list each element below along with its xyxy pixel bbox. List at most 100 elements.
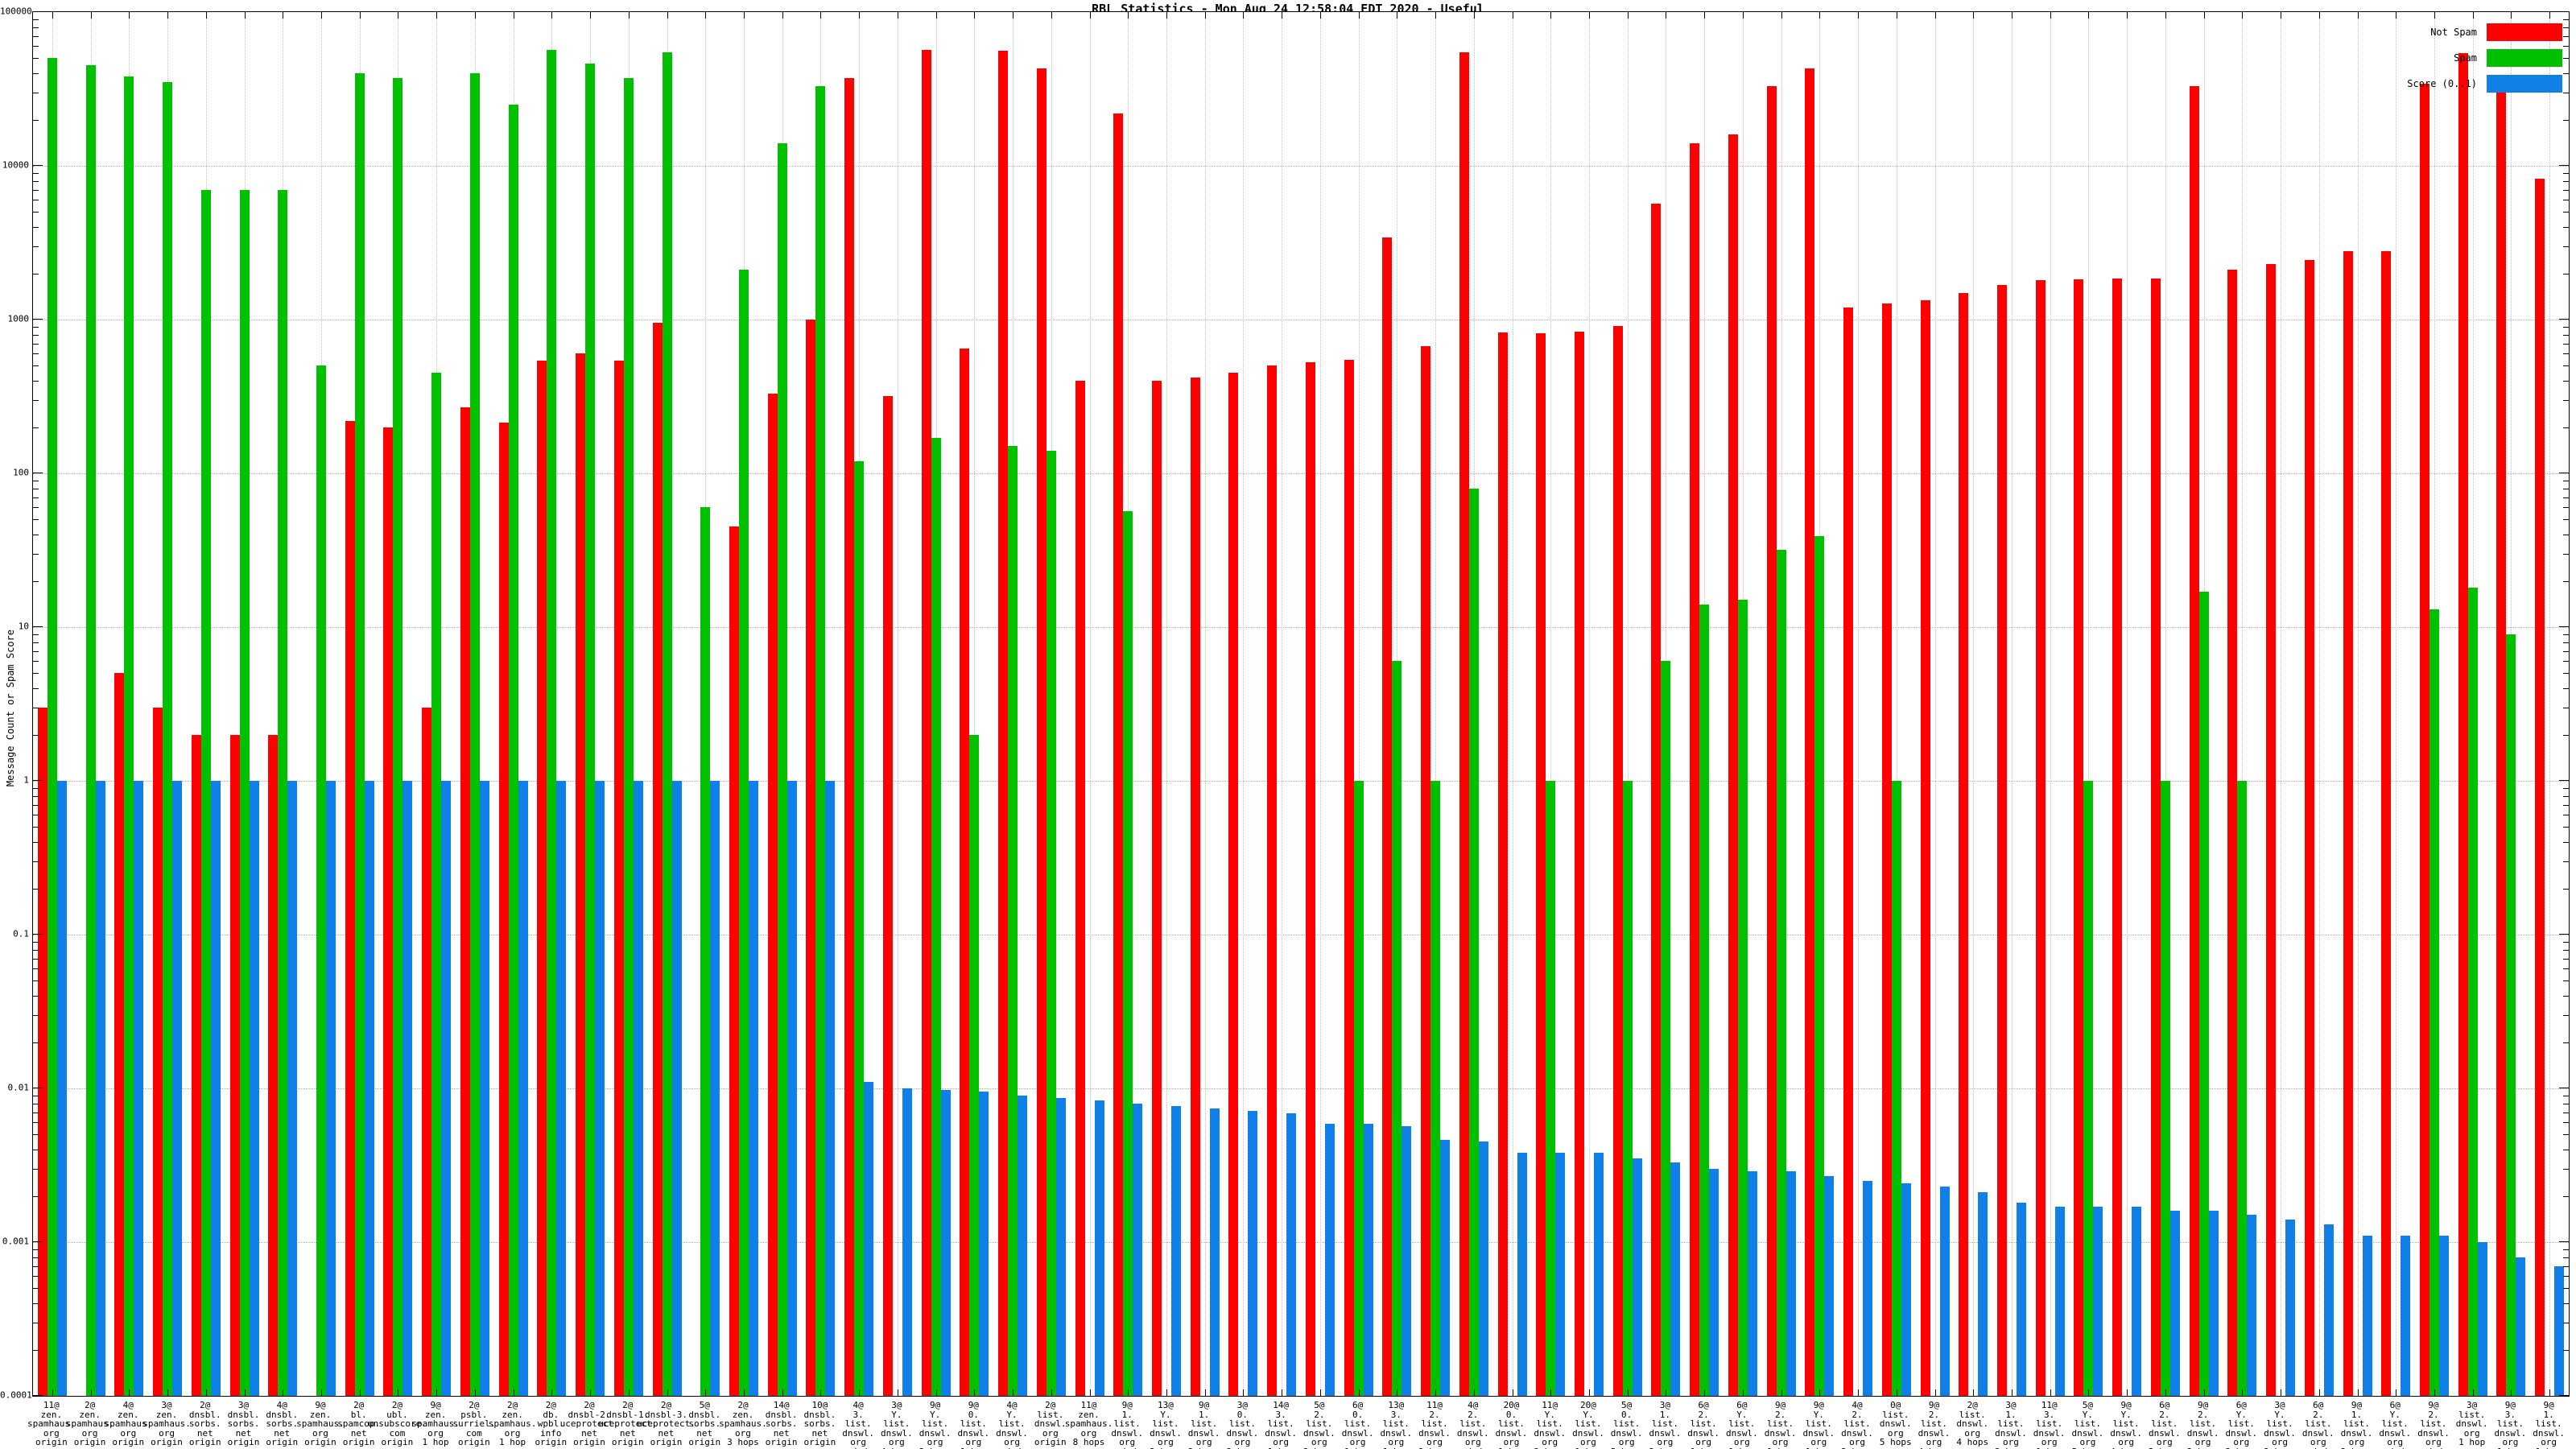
y-minor-tick <box>2563 1122 2569 1124</box>
x-axis-label-line: 11@ <box>1426 1400 1443 1410</box>
y-minor-tick <box>2563 1276 2569 1278</box>
x-axis-label-line: 8 hops <box>1072 1437 1105 1447</box>
x-tick <box>820 1389 822 1396</box>
x-axis-label-line: dnswl. <box>1995 1427 2027 1439</box>
x-tick <box>551 12 553 19</box>
y-major-tick <box>2559 1395 2569 1396</box>
x-tick <box>2242 1389 2244 1396</box>
x-axis-label-line: org <box>1158 1437 1174 1447</box>
x-axis-label-line: 2. <box>1429 1409 1440 1420</box>
x-axis-label-line: list. <box>1344 1418 1372 1429</box>
bar-score <box>210 781 221 1396</box>
x-tick <box>935 12 937 19</box>
v-gridline <box>1089 12 1091 1396</box>
y-minor-tick <box>2563 1168 2569 1170</box>
bar-score <box>325 781 336 1396</box>
y-minor-tick <box>2563 888 2569 890</box>
x-axis-label-line: sorbs. <box>803 1418 836 1429</box>
x-axis-label-line: zen. <box>502 1409 523 1420</box>
x-tick <box>474 1389 476 1396</box>
bar-score <box>1978 1192 1988 1396</box>
x-axis-label-line: 0@ <box>1890 1400 1901 1410</box>
y-major-tick <box>33 934 43 935</box>
bar-not-spam <box>767 393 778 1396</box>
x-axis-label-line: 5@ <box>1621 1400 1633 1410</box>
x-axis-label-line: dnswl. <box>1534 1427 1567 1439</box>
y-minor-tick <box>2563 27 2569 28</box>
x-tick <box>2472 1389 2474 1396</box>
bar-not-spam <box>1536 332 1546 1396</box>
bar-not-spam <box>882 395 893 1396</box>
y-tick-label: 100000 <box>0 6 32 17</box>
bar-spam <box>431 373 442 1396</box>
x-tick <box>1973 12 1975 19</box>
x-tick <box>743 12 745 19</box>
x-axis-label-line: 1 hop <box>2458 1437 2486 1447</box>
x-axis-label-line: list. <box>2227 1418 2255 1429</box>
x-axis-label-line: list. <box>883 1418 910 1429</box>
bar-spam <box>931 437 941 1396</box>
bar-not-spam <box>1651 203 1662 1396</box>
x-axis-label-line: origin <box>151 1437 183 1447</box>
x-axis-label-line: origin <box>650 1437 683 1447</box>
y-minor-tick <box>2563 996 2569 997</box>
y-minor-tick <box>33 507 39 509</box>
v-gridline <box>974 12 976 1396</box>
y-minor-tick <box>33 1276 39 1278</box>
bar-spam <box>777 143 787 1396</box>
x-axis-label-line: dnswl. <box>1034 1418 1067 1429</box>
y-minor-tick <box>33 1014 39 1016</box>
bar-not-spam <box>1344 360 1354 1396</box>
x-axis-label-line: org <box>1234 1437 1251 1447</box>
legend: Not Spam Spam Score (0..1) <box>2407 23 2562 101</box>
x-axis-label-line: 20@ <box>1503 1400 1520 1410</box>
bar-score <box>479 781 489 1396</box>
bar-score <box>1901 1183 1911 1396</box>
y-minor-tick <box>33 343 39 345</box>
bar-not-spam <box>37 707 47 1396</box>
x-tick <box>1473 1389 1475 1396</box>
x-tick <box>2472 12 2474 19</box>
bar-not-spam <box>1574 332 1584 1396</box>
x-axis-label-line: com <box>389 1427 406 1439</box>
y-minor-tick <box>33 1122 39 1124</box>
h-gridline <box>33 781 2569 782</box>
x-axis-label-line: 3@ <box>2005 1400 2017 1410</box>
y-minor-tick <box>33 1042 39 1043</box>
bar-score <box>1709 1168 1719 1396</box>
y-minor-tick <box>33 888 39 890</box>
bar-spam <box>662 52 672 1396</box>
x-tick <box>1128 12 1129 19</box>
x-axis-label-line: org <box>1349 1437 1366 1447</box>
y-major-tick <box>2559 934 2569 935</box>
bar-score <box>1747 1170 1757 1396</box>
x-axis-label-line: 1 hop <box>1380 1447 1412 1449</box>
x-axis-label-line: org <box>2272 1437 2288 1447</box>
y-minor-tick <box>2563 399 2569 401</box>
x-tick <box>474 12 476 19</box>
x-axis-label-line: org <box>2079 1437 2096 1447</box>
y-minor-tick <box>33 1303 39 1304</box>
x-axis-label-line: 3@ <box>1659 1400 1671 1410</box>
bar-not-spam <box>2458 53 2468 1396</box>
bar-not-spam <box>729 526 739 1396</box>
x-tick <box>1051 1389 1052 1396</box>
x-axis-label-line: net <box>274 1427 291 1439</box>
x-axis-label-line: 5@ <box>1314 1400 1325 1410</box>
x-axis-label-line: list. <box>2112 1418 2140 1429</box>
x-axis-label-line: net <box>619 1427 636 1439</box>
x-axis-label: 2@ ubl. unsubscore. com origin <box>368 1401 427 1447</box>
bar-score <box>556 781 567 1396</box>
x-axis-label-line: 3@ <box>2467 1400 2478 1410</box>
x-axis-label-line: 13@ <box>1158 1400 1174 1410</box>
y-minor-tick <box>33 968 39 970</box>
x-axis-label-line: org <box>1542 1437 1558 1447</box>
x-tick <box>2434 12 2435 19</box>
bar-spam <box>469 73 480 1396</box>
